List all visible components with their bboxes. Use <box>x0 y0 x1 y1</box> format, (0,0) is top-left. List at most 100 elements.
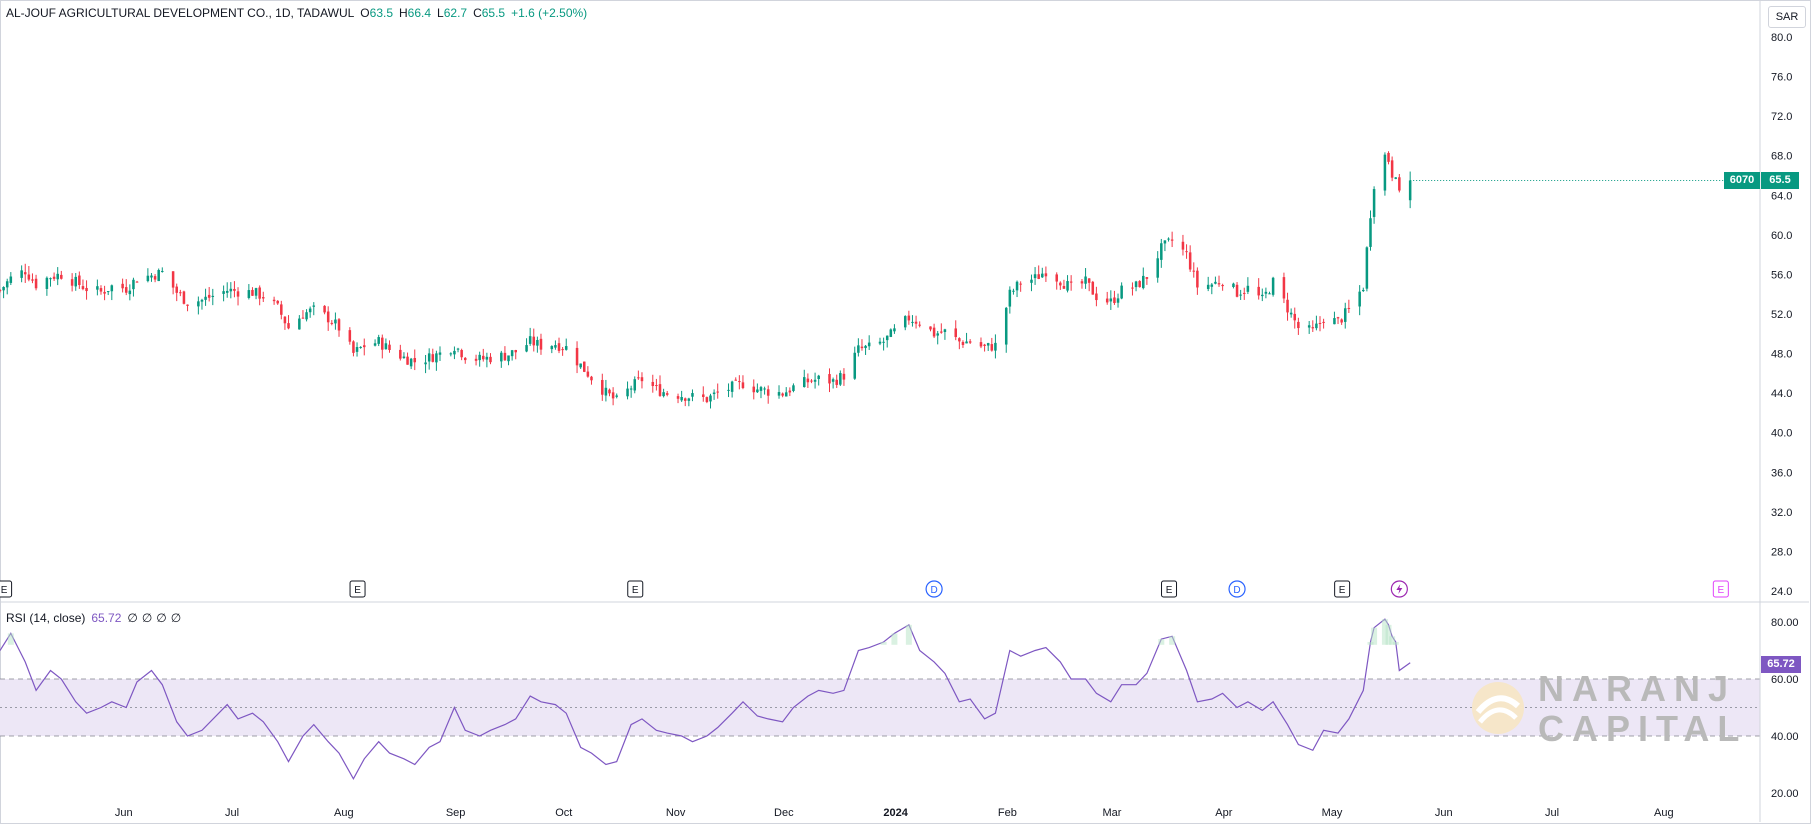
earnings-marker-label: E <box>1717 585 1724 596</box>
rsi-header-value: 65.72 <box>91 611 122 625</box>
candle-body <box>1343 308 1347 322</box>
candle-body <box>680 397 683 401</box>
rsi-gap-2: ∅ <box>141 611 153 625</box>
candle-body <box>741 382 745 388</box>
candle-body <box>608 389 611 394</box>
candle-body <box>958 338 961 342</box>
candle-body <box>247 290 251 298</box>
price-tick-label: 72.0 <box>1771 111 1792 123</box>
price-tick-label: 48.0 <box>1771 349 1792 361</box>
candle-body <box>431 354 435 362</box>
earnings-marker-icon <box>0 580 13 598</box>
candle-body <box>1210 284 1214 287</box>
candle-body <box>839 373 842 385</box>
earnings-marker-icon <box>349 580 366 598</box>
candle-body <box>1163 240 1167 244</box>
candle-body <box>1033 274 1037 279</box>
candle-body <box>1037 274 1040 279</box>
candle-body <box>1214 281 1217 284</box>
high-label: H <box>399 6 408 20</box>
candle-body <box>1041 273 1044 278</box>
candle-body <box>932 327 936 337</box>
candle-body <box>200 299 204 302</box>
candle-body <box>759 387 763 391</box>
candle-body <box>817 375 820 379</box>
rsi-band-layer <box>0 678 1760 737</box>
time-tick-label: Sep <box>446 807 466 819</box>
rsi-header[interactable]: RSI (14, close) 65.72 ∅ ∅ ∅ ∅ <box>6 611 185 625</box>
candle-body <box>525 345 528 352</box>
candle-body <box>709 395 712 402</box>
candle-body <box>1156 258 1159 278</box>
candle-body <box>1289 312 1293 315</box>
candle-body <box>554 345 557 348</box>
candle-body <box>482 355 485 360</box>
candle-body <box>355 347 359 352</box>
candle-body <box>662 392 665 397</box>
candle-body <box>1398 177 1401 191</box>
candle-body <box>575 347 579 366</box>
candle-body <box>124 287 128 293</box>
candle-body <box>150 275 153 278</box>
candle-body <box>979 342 983 347</box>
candle-body <box>1221 285 1224 287</box>
earnings-marker-icon <box>1161 580 1178 598</box>
candle-body <box>1109 298 1113 302</box>
candle-body <box>893 328 896 332</box>
candle-body <box>1145 277 1149 279</box>
candle-body <box>9 276 13 283</box>
candle-body <box>74 276 77 287</box>
candle-body <box>348 330 352 342</box>
candle-body <box>435 353 438 363</box>
candle-body <box>705 397 709 403</box>
candle-body <box>878 341 882 344</box>
candle-body <box>211 295 215 297</box>
candle-body <box>803 377 806 388</box>
candle-body <box>49 278 52 280</box>
candle-body <box>272 299 276 302</box>
candle-body <box>449 353 453 355</box>
candle-body <box>784 392 788 397</box>
candle-body <box>52 276 56 279</box>
candle-body <box>676 396 680 399</box>
candle-body <box>943 329 947 333</box>
candle-body <box>1062 286 1066 289</box>
symbol-header: AL-JOUF AGRICULTURAL DEVELOPMENT CO., 1D… <box>6 6 593 20</box>
candle-body <box>1362 289 1365 292</box>
candle-body <box>965 341 968 344</box>
candle-body <box>1311 327 1315 329</box>
candle-body <box>377 337 380 344</box>
candle-body <box>539 338 543 350</box>
earnings-marker-label: E <box>1 585 8 596</box>
candle-body <box>236 291 240 297</box>
rsi-title: RSI (14, close) <box>6 611 86 625</box>
candle-body <box>161 270 164 272</box>
candle-body <box>106 291 110 293</box>
currency-button[interactable]: SAR <box>1768 6 1806 28</box>
candle-body <box>1181 241 1185 250</box>
symbol-title[interactable]: AL-JOUF AGRICULTURAL DEVELOPMENT CO., 1D… <box>6 6 355 20</box>
candle-body <box>940 331 943 333</box>
candle-body <box>1318 323 1322 325</box>
candle-body <box>507 355 510 362</box>
candle-body <box>968 341 972 343</box>
candle-body <box>1394 177 1397 179</box>
high-value: 66.4 <box>407 6 432 20</box>
candle-body <box>276 300 279 304</box>
price-tick-label: 52.0 <box>1771 309 1792 321</box>
candle-body <box>1055 274 1058 282</box>
earnings-marker-icon <box>1334 580 1351 598</box>
candle-body <box>1066 281 1069 291</box>
candle-body <box>1196 270 1199 288</box>
candle-body <box>70 279 74 286</box>
rsi-gap-1: ∅ <box>127 611 138 625</box>
candle-body <box>308 308 312 313</box>
candle-body <box>301 317 305 319</box>
candle-body <box>860 346 864 349</box>
rsi-line <box>0 618 1411 781</box>
earnings-marker-label: E <box>632 585 639 596</box>
candle-body <box>1217 283 1221 285</box>
